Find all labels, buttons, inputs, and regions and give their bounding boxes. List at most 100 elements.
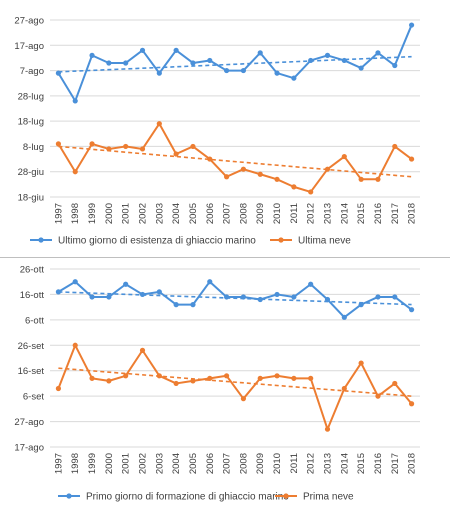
chart-1-x-tick-label: 2015 — [356, 453, 367, 474]
chart-0-x-tick-label: 2016 — [373, 203, 384, 224]
chart-1-y-tick-label: 17-ago — [14, 443, 44, 454]
chart-1-series-snow-point — [358, 360, 364, 366]
chart-1-series-ice-point — [72, 279, 78, 285]
chart-1-series-ice-point — [139, 291, 146, 298]
chart-1-series-snow-point — [291, 375, 297, 381]
chart-1-series-snow-point — [190, 378, 196, 384]
chart-1-x-tick-label: 2016 — [373, 453, 384, 474]
chart-1-series-ice-point — [190, 302, 196, 308]
chart-0-y-tick-label: 18-giu — [18, 193, 44, 204]
chart-0-series-snow-point — [190, 143, 196, 150]
chart-1-series-snow-point — [207, 375, 213, 381]
chart-0-x-tick-label: 1999 — [87, 203, 98, 224]
chart-0-x-tick-label: 2018 — [407, 203, 418, 224]
chart-1-x-tick-label: 2002 — [138, 453, 149, 474]
chart-0-series-ice-point — [139, 47, 146, 53]
chart-1-y-tick-label: 6-set — [23, 392, 44, 403]
chart-0-y-tick-label: 28-giu — [18, 167, 44, 178]
chart-0-legend-ice-marker — [38, 237, 44, 243]
chart-1-series-snow-point — [240, 396, 247, 402]
chart-1-series-ice-point — [156, 289, 162, 295]
chart-0-series-snow-point — [223, 174, 230, 180]
chart-1-series-ice-point — [341, 314, 347, 320]
chart-1-series-ice-point — [207, 279, 213, 285]
chart-0-x-tick-label: 2003 — [154, 203, 165, 224]
chart-ice-end-last-snow: 18-giu 28-giu 8-lug 18-lug 28-lug 7-ago 17-ago… — [0, 15, 450, 258]
chart-canvas-bottom: 17-ago 27-ago 6-set 16-set 26-set 6-ott 16-ott… — [14, 265, 420, 503]
chart-0-y-tick-label: 17-ago — [14, 41, 44, 52]
chart-0-series-ice-point — [240, 67, 247, 74]
chart-1-series-snow-point — [72, 342, 78, 348]
chart-0-y-tick-label: 28-lug — [18, 91, 44, 102]
chart-1-x-tick-label: 2005 — [188, 453, 199, 474]
chart-1-x-tick-label: 2017 — [390, 453, 401, 474]
chart-1-x-tick-label: 2011 — [289, 453, 300, 473]
chart-0-y-tick-label: 8-lug — [23, 142, 44, 153]
chart-0-x-tick-label: 2007 — [222, 203, 233, 224]
chart-0-series-snow-point — [106, 146, 112, 152]
chart-0-x-tick-label: 2011 — [289, 203, 300, 223]
chart-0-legend-ice-label: Ultimo giorno di esistenza di ghiaccio m… — [58, 236, 256, 247]
chart-1-series-ice-point — [257, 296, 263, 303]
chart-0-legend-snow-marker — [278, 237, 284, 243]
chart-1-series-snow-point — [392, 380, 398, 387]
chart-0-series-ice-point — [207, 57, 213, 64]
chart-0-x-tick-label: 2010 — [272, 203, 283, 224]
chart-1-series-ice-point — [123, 281, 129, 287]
chart-1-y-tick-label: 27-ago — [14, 417, 44, 428]
chart-1-series-snow-point — [308, 375, 314, 381]
chart-0-x-tick-label: 2004 — [171, 203, 182, 224]
chart-0-x-tick-label: 2005 — [188, 203, 199, 224]
chart-0-y-tick-label: 7-ago — [20, 66, 44, 77]
chart-1-x-tick-label: 2001 — [121, 453, 132, 474]
chart-1-series-snow-point — [123, 373, 129, 379]
chart-0-series-snow-point — [207, 156, 213, 162]
chart-0-series-ice-point — [358, 65, 364, 71]
chart-0-series-ice-point — [173, 47, 179, 53]
chart-0-series-ice-point — [190, 60, 196, 66]
chart-0-series-snow-line — [57, 122, 413, 193]
chart-1-x-tick-label: 2018 — [407, 453, 418, 474]
chart-0-x-tick-label: 2017 — [390, 203, 401, 224]
chart-1-series-snow-point — [375, 393, 381, 399]
chart-0-series-ice-point — [375, 50, 381, 56]
chart-0-series-snow-point — [156, 121, 162, 127]
chart-0-legend-snow-label: Ultima neve — [298, 236, 351, 247]
chart-1-x-tick-label: 1998 — [70, 453, 81, 474]
chart-0-series-ice-point — [223, 67, 230, 74]
chart-0-x-tick-label: 2008 — [238, 203, 249, 224]
chart-1-x-tick-label: 2000 — [104, 453, 115, 474]
chart-1-series-ice-point — [55, 289, 62, 295]
chart-0-series-snow-point — [72, 169, 78, 175]
chart-0-series-ice-point — [291, 75, 297, 81]
chart-0-series-snow-point — [55, 141, 62, 147]
chart-0-series-snow-point — [173, 151, 179, 157]
chart-1-y-tick-label: 16-set — [18, 366, 45, 377]
chart-1-y-tick-label: 26-ott — [20, 265, 45, 276]
chart-1-series-snow-point — [408, 401, 415, 407]
chart-0-series-ice-point — [89, 52, 95, 59]
chart-0-series-snow-point — [291, 184, 297, 190]
chart-0-series-ice-point — [308, 57, 314, 64]
chart-0-series-ice-point — [72, 98, 78, 104]
chart-0-x-tick-label: 2012 — [306, 203, 317, 224]
chart-1-x-tick-label: 2006 — [205, 453, 216, 474]
chart-1-series-ice-point — [291, 294, 297, 300]
chart-0-series-ice-point — [106, 60, 112, 66]
chart-0-x-tick-label: 2013 — [323, 203, 334, 224]
chart-1-series-ice-point — [308, 281, 314, 287]
chart-1-series-ice-trendline — [58, 291, 412, 306]
chart-1-series-snow-point — [274, 373, 280, 379]
chart-0-series-ice-point — [55, 70, 62, 76]
chart-1-series-ice-point — [408, 307, 415, 313]
chart-1-legend-ice-marker — [66, 493, 72, 499]
chart-0-series-ice-point — [274, 70, 280, 76]
chart-1-series-snow-point — [139, 347, 146, 353]
chart-1-y-tick-label: 6-ott — [25, 315, 44, 326]
chart-0-series-ice-trendline — [58, 55, 412, 73]
chart-1-legend-snow-marker — [283, 493, 289, 499]
chart-0-series-snow-point — [408, 156, 415, 162]
chart-1-series-snow-point — [324, 426, 331, 432]
chart-1-legend-ice-label: Primo giorno di formazione di ghiaccio m… — [86, 492, 289, 503]
chart-0-series-snow-point — [308, 189, 314, 195]
